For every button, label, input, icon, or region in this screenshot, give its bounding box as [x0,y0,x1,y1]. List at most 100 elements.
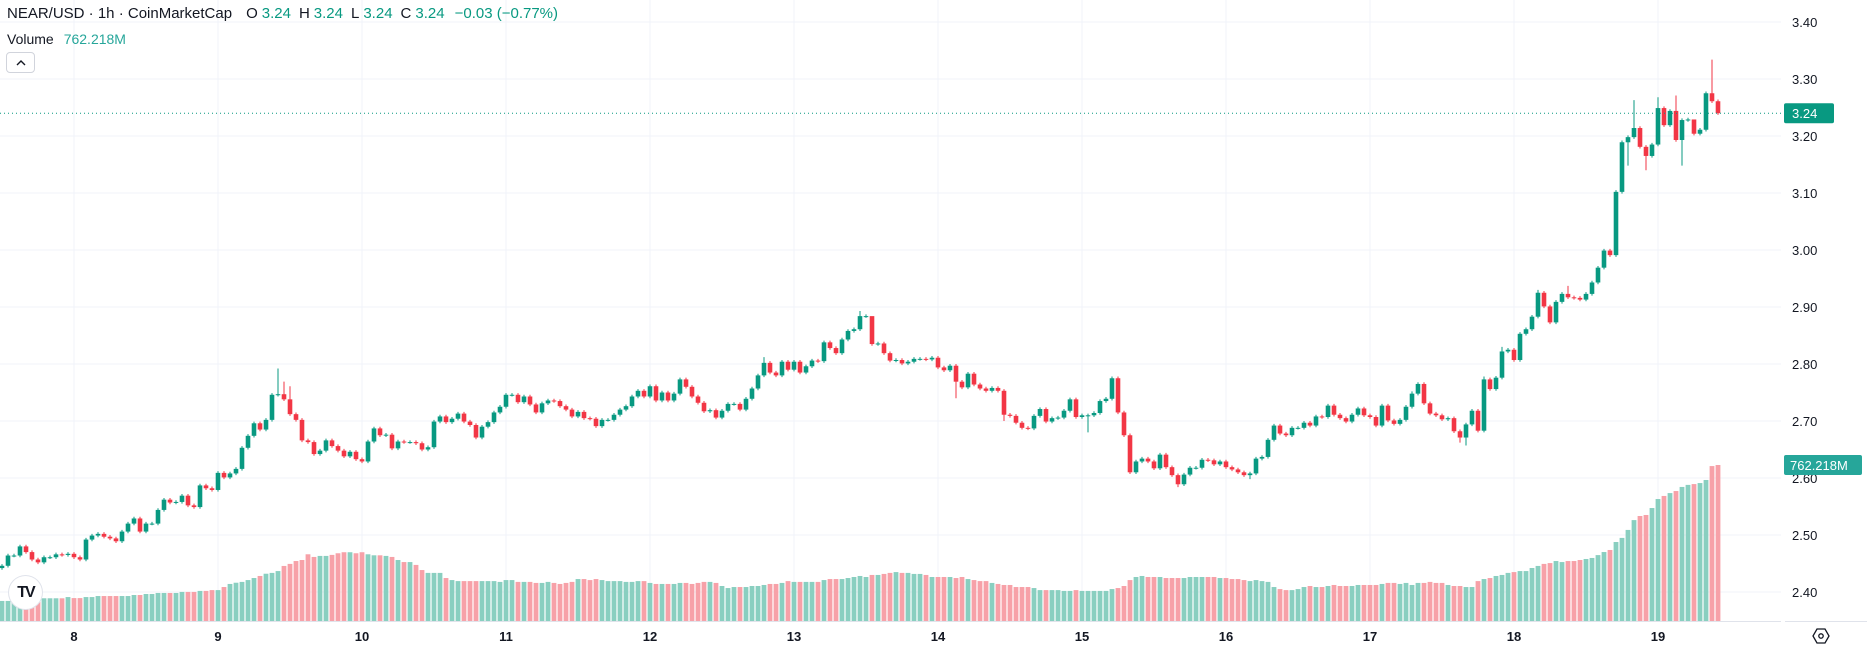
volume-bar [1211,576,1217,621]
volume-bar [677,582,683,621]
volume-bar [473,581,479,621]
candle-body [1409,393,1415,407]
last-price-label: 3.24 [1792,106,1817,121]
candle-body [95,533,101,536]
volume-bar [1625,529,1631,621]
candle-body [401,441,407,443]
volume-bar [1469,587,1475,621]
candle-body [35,559,41,563]
candle-body [881,343,887,354]
volume-bar [203,590,209,621]
volume-bar [1565,561,1571,621]
candle-body [1055,417,1061,419]
volume-bar [113,596,119,621]
volume-bar [173,592,179,621]
candle-body [1073,399,1079,418]
candle-body [623,406,629,410]
candle-body [335,446,341,451]
volume-bar [131,595,137,621]
volume-bar [587,580,593,621]
volume-bar [1619,537,1625,621]
candle-body [1343,418,1349,422]
candle-body [1709,93,1715,102]
candle-body [1505,349,1511,352]
volume-bar [1121,586,1127,621]
candle-body [383,434,389,436]
volume-bar [101,596,107,621]
candle-body [47,557,53,559]
volume-bar [155,592,161,621]
volume-bar [773,583,779,621]
candle-body [1667,110,1673,126]
candle-body [455,413,461,419]
candle-body [941,367,947,371]
collapse-legend-button[interactable] [6,52,35,73]
volume-bar [77,598,83,621]
candle-body [101,533,107,537]
candle-body [1673,110,1679,140]
volume-bar [683,582,689,621]
price-tick-label: 3.10 [1792,186,1817,201]
candle-body [1277,425,1283,434]
volume-bar [641,581,647,621]
tradingview-logo[interactable]: TV [9,576,42,609]
volume-bar [1559,562,1565,621]
candle-body [53,554,59,558]
candle-body [1199,459,1205,468]
candle-body [1169,467,1175,476]
candle-body [1553,301,1559,323]
candle-body [1283,433,1289,436]
candle-body [395,441,401,449]
last-volume-label: 762.218M [1790,458,1848,473]
candle-body [947,365,953,371]
candle-body [1217,461,1223,465]
candle-body [5,555,11,566]
candle-body [1373,417,1379,426]
candle-body [917,358,923,360]
candle-body [1229,467,1235,470]
candle-body [179,495,185,502]
low-value: 3.24 [363,5,393,22]
volume-bar [995,583,1001,621]
volume-bar [209,590,215,621]
volume-bar [461,581,467,621]
candle-body [983,388,989,391]
volume-bar [665,583,671,621]
volume-bar [29,600,35,621]
volume-bar [1445,584,1451,621]
time-tick-label: 13 [787,629,801,644]
volume-bar [383,555,389,621]
candle-body [77,557,83,560]
candle-body [1403,406,1409,420]
auto-scale-settings-icon[interactable] [1812,627,1830,645]
volume-bar [1631,520,1637,621]
volume-label[interactable]: Volume [7,31,54,47]
volume-bar [1091,590,1097,621]
volume-bar [623,581,629,621]
candle-body [209,488,215,490]
candle-body [29,552,35,560]
candle-body [509,394,515,396]
high-value: 3.24 [313,5,343,22]
candle-body [1631,128,1637,138]
symbol-title[interactable]: NEAR/USD · 1h · CoinMarketCap [7,5,233,22]
volume-bar [1361,584,1367,621]
volume-bar [1217,578,1223,621]
volume-bar [1253,580,1259,621]
volume-bar [671,583,677,621]
candle-body [1397,419,1403,424]
candle-body [1247,473,1253,476]
candle-body [1421,383,1427,404]
candle-body [317,450,323,455]
volume-bar [575,579,581,621]
volume-bar [1709,466,1715,621]
volume-bar [977,581,983,621]
candle-body [533,404,539,413]
candle-body [263,419,269,430]
volume-bar [1607,549,1613,621]
candle-body [1655,108,1661,145]
volume-bar [791,581,797,621]
volume-bar [563,582,569,621]
volume-bar [1115,588,1121,621]
